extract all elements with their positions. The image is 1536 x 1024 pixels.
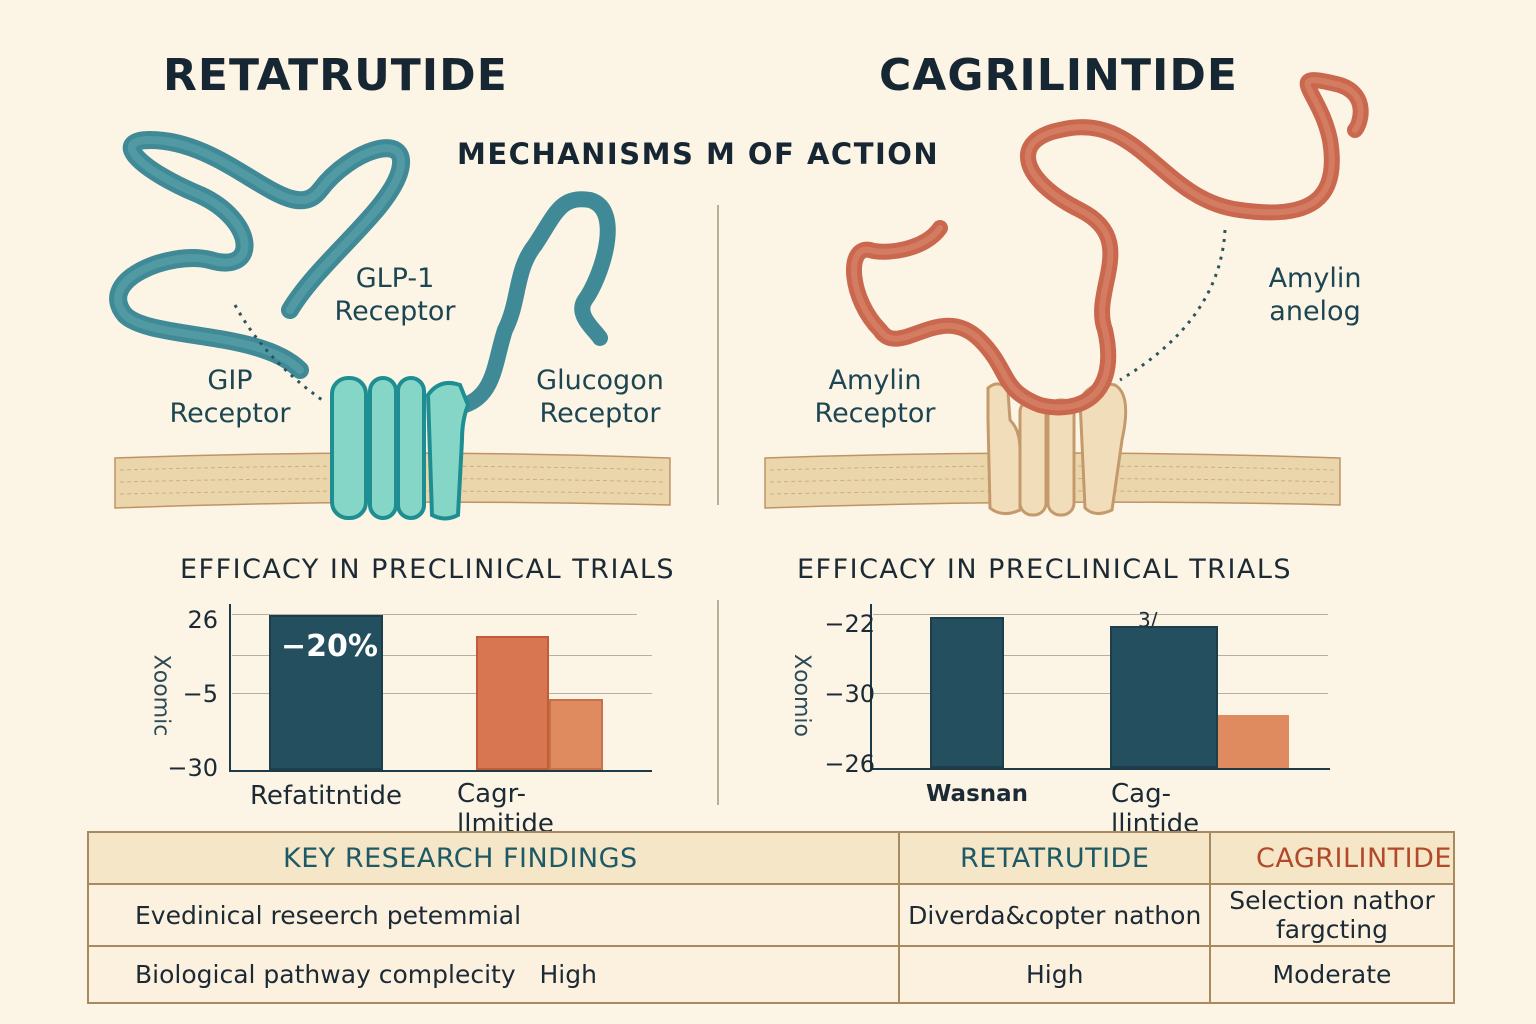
glucagon-receptor-label: Glucogon Receptor <box>525 364 675 430</box>
key-findings-table: KEY RESEARCH FINDINGS RETATRUTIDE CAGRIL… <box>86 831 1456 1004</box>
retatrutide-receptor-icon <box>330 376 471 521</box>
amylin-analog-label: Amylin anelog <box>1250 262 1380 328</box>
header-key-findings: KEY RESEARCH FINDINGS <box>86 831 901 885</box>
cagrilintide-title: CAGRILINTIDE <box>879 50 1238 101</box>
gridline <box>232 693 652 694</box>
amylin-receptor-label-line2: Receptor <box>814 398 936 429</box>
glp1-label-line2: Receptor <box>334 296 456 327</box>
right-y-axis <box>870 604 872 770</box>
panel-divider-bottom <box>717 600 719 805</box>
amylin-receptor-label-line1: Amylin <box>828 365 922 396</box>
row2-cagrilintide: Moderate <box>1208 945 1456 1004</box>
gridline <box>232 655 652 656</box>
left-bar-value-label: −20% <box>281 629 378 664</box>
amylin-analog-label-line1: Amylin <box>1268 263 1362 294</box>
left-y-axis-label: Xoomic <box>148 654 174 737</box>
header-cagrilintide: CAGRILINTIDE <box>1208 831 1456 885</box>
glucagon-peptide-icon <box>457 191 616 413</box>
right-bar-annotation: 3/ <box>1138 608 1158 632</box>
table-row: Evedinical reseerch petemmial Diverda&co… <box>86 883 1456 947</box>
left-category-1: Refatitntide <box>250 781 402 811</box>
panel-divider-top <box>717 205 719 505</box>
gip-label-line1: GIP <box>207 365 253 396</box>
cagrilintide-mechanism-diagram <box>764 72 1369 517</box>
table-row: Biological pathway complecity High High … <box>86 945 1456 1004</box>
retatrutide-mechanism-diagram <box>109 130 671 521</box>
row1-retatrutide: Diverda&copter nathon <box>898 883 1211 947</box>
right-category-2: Cag-llintide <box>1111 779 1200 839</box>
amylin-analog-label-line2: anelog <box>1269 296 1361 327</box>
row2-finding: Biological pathway complecity High <box>86 945 901 1004</box>
right-tick-mid: −30 <box>824 680 875 708</box>
table-header-row: KEY RESEARCH FINDINGS RETATRUTIDE CAGRIL… <box>86 831 1456 885</box>
right-category-1: Wasnan <box>926 781 1029 807</box>
left-chart-title: EFFICACY IN PRECLINICAL TRIALS <box>180 554 676 585</box>
left-bar-cagrilintide-primary <box>476 636 549 770</box>
glp1-label-line1: GLP-1 <box>355 263 435 294</box>
mechanism-heading: MECHANISMS M OF ACTION <box>457 137 940 171</box>
left-bar-cagrilintide-secondary <box>549 699 603 770</box>
left-bar-retatrutide: −20% <box>269 615 383 770</box>
row1-cagrilintide: Selection nathor fargcting <box>1208 883 1456 947</box>
gip-receptor-label: GIP Receptor <box>160 364 300 430</box>
right-tick-top: −22 <box>824 610 875 638</box>
gridline <box>873 614 1328 615</box>
left-tick-top: 26 <box>187 606 218 634</box>
glp1-receptor-label: GLP-1 Receptor <box>325 262 465 328</box>
row2-retatrutide: High <box>898 945 1211 1004</box>
retatrutide-title: RETATRUTIDE <box>163 50 508 101</box>
left-y-axis <box>229 604 231 772</box>
right-tick-bottom: −26 <box>824 750 875 778</box>
right-chart-title: EFFICACY IN PRECLINICAL TRIALS <box>797 554 1293 585</box>
gridline <box>873 693 1328 694</box>
left-x-axis <box>229 770 652 772</box>
gip-label-line2: Receptor <box>169 398 291 429</box>
right-bar-wasnan <box>930 617 1004 768</box>
right-y-axis-label: Xoomio <box>789 654 814 737</box>
gridline <box>232 614 637 615</box>
left-category-2: Cagr-llmitide <box>457 779 554 839</box>
glucagon-label-line1: Glucogon <box>536 365 664 396</box>
header-retatrutide: RETATRUTIDE <box>898 831 1211 885</box>
right-x-axis <box>870 768 1330 770</box>
glucagon-label-line2: Receptor <box>539 398 661 429</box>
row1-finding: Evedinical reseerch petemmial <box>86 883 901 947</box>
amylin-receptor-label: Amylin Receptor <box>800 364 950 430</box>
right-bar-cagrilintide-primary <box>1110 626 1218 768</box>
left-tick-bottom: −30 <box>167 754 218 782</box>
left-tick-mid: −5 <box>182 680 218 708</box>
right-bar-cagrilintide-secondary <box>1218 715 1289 768</box>
